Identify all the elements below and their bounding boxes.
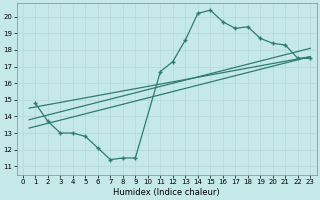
X-axis label: Humidex (Indice chaleur): Humidex (Indice chaleur) (113, 188, 220, 197)
